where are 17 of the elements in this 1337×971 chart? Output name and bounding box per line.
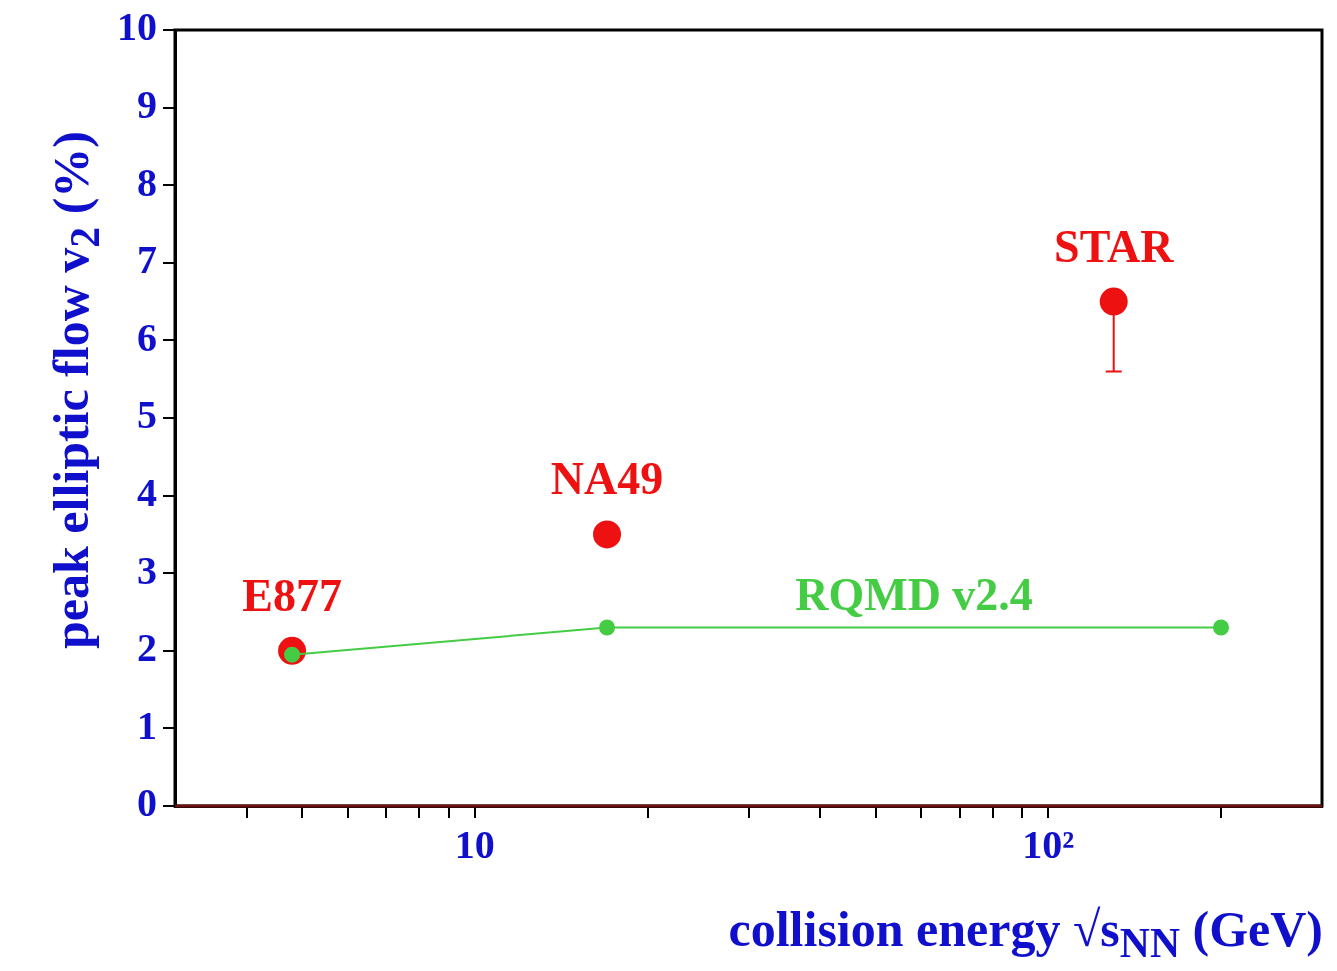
annotation: NA49 <box>550 453 664 505</box>
y-tick-label: 7 <box>137 237 157 283</box>
y-tick-label: 2 <box>137 625 157 671</box>
series-label: RQMD v2.4 <box>795 568 1033 620</box>
y-tick-label: 9 <box>137 81 157 127</box>
y-tick-label: 10 <box>117 4 157 50</box>
y-tick-label: 1 <box>137 702 157 748</box>
y-tick-label: 3 <box>137 547 157 593</box>
annotation: E877 <box>242 569 342 621</box>
x-tick-label: 10² <box>1022 822 1075 868</box>
y-tick-label: 8 <box>137 159 157 205</box>
y-tick-label: 0 <box>137 780 157 826</box>
y-tick-label: 5 <box>137 392 157 438</box>
y-tick-label: 6 <box>137 314 157 360</box>
y-tick-label: 4 <box>137 469 157 515</box>
annotation: STAR <box>1054 220 1175 272</box>
x-axis-title: collision energy √s$_{NN}$ (GeV) <box>728 900 1323 967</box>
